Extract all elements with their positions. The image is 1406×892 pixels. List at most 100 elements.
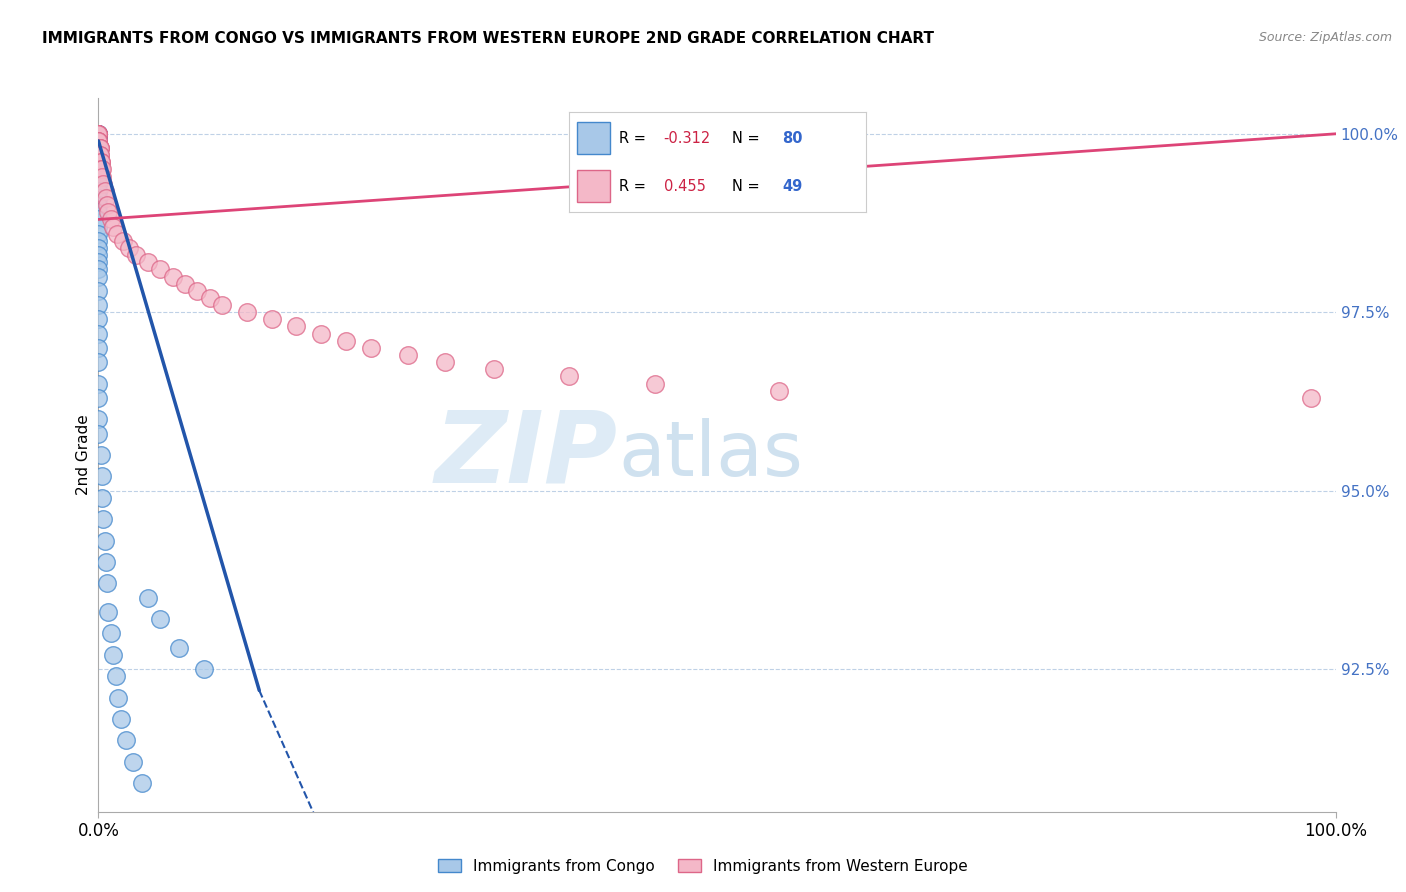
Point [87,376,110,391]
Point [87,134,110,148]
Point [114,733,136,747]
Y-axis label: 2nd Grade: 2nd Grade [76,415,91,495]
Text: Source: ZipAtlas.com: Source: ZipAtlas.com [1258,31,1392,45]
Point [112,234,135,248]
Point [87,219,110,234]
Point [87,241,110,255]
Point [87,134,110,148]
Point [87,177,110,191]
Point [131,776,153,790]
Point [94,191,117,205]
Point [124,248,146,262]
Point [87,127,110,141]
Point [87,162,110,177]
Point [87,162,110,177]
Point [87,191,110,205]
Point [87,248,110,262]
Point [433,355,456,369]
Point [97,605,120,619]
Point [90,155,112,169]
Point [87,148,110,162]
Point [87,148,110,162]
Point [87,391,110,405]
Point [90,155,112,169]
Point [94,555,117,569]
Point [87,312,110,326]
Point [87,341,110,355]
Point [87,127,110,141]
Point [87,205,110,219]
Point [89,141,111,155]
Point [87,155,110,169]
Point [90,448,112,462]
Point [149,262,172,277]
Text: IMMIGRANTS FROM CONGO VS IMMIGRANTS FROM WESTERN EUROPE 2ND GRADE CORRELATION CH: IMMIGRANTS FROM CONGO VS IMMIGRANTS FROM… [42,31,934,46]
Point [93,533,115,548]
Point [87,234,110,248]
Point [87,141,110,155]
Point [100,212,122,227]
Point [87,326,110,341]
Point [103,219,125,234]
Point [122,755,145,769]
Point [87,127,110,141]
Point [87,134,110,148]
Point [87,127,110,141]
Point [198,291,221,305]
Point [91,469,114,483]
Point [87,255,110,269]
Point [110,712,132,726]
Point [87,127,110,141]
Point [87,355,110,369]
Point [768,384,790,398]
Point [484,362,506,376]
Point [236,305,259,319]
Point [87,127,110,141]
Point [360,341,382,355]
Point [87,148,110,162]
Point [87,141,110,155]
Point [93,512,115,526]
Point [167,640,190,655]
Point [87,269,110,284]
Point [335,334,357,348]
Point [87,155,110,169]
Point [90,162,112,177]
Point [104,669,127,683]
Point [89,148,111,162]
Point [87,127,110,141]
Point [87,169,110,184]
Point [87,134,110,148]
Point [557,369,579,384]
Text: ZIP: ZIP [434,407,619,503]
Point [162,269,184,284]
Point [644,376,666,391]
Point [87,127,110,141]
Point [309,326,332,341]
Point [260,312,283,326]
Point [87,141,110,155]
Point [87,134,110,148]
Legend: Immigrants from Congo, Immigrants from Western Europe: Immigrants from Congo, Immigrants from W… [432,853,974,880]
Point [87,162,110,177]
Point [103,648,125,662]
Point [285,319,308,334]
Point [87,198,110,212]
Point [136,255,159,269]
Point [87,134,110,148]
Point [149,612,172,626]
Text: atlas: atlas [619,418,803,491]
Point [87,134,110,148]
Point [87,134,110,148]
Point [87,141,110,155]
Point [87,127,110,141]
Point [87,127,110,141]
Point [87,426,110,441]
Point [91,491,114,505]
Point [87,198,110,212]
Point [91,169,114,184]
Point [87,227,110,241]
Point [91,162,114,177]
Point [89,141,111,155]
Point [87,298,110,312]
